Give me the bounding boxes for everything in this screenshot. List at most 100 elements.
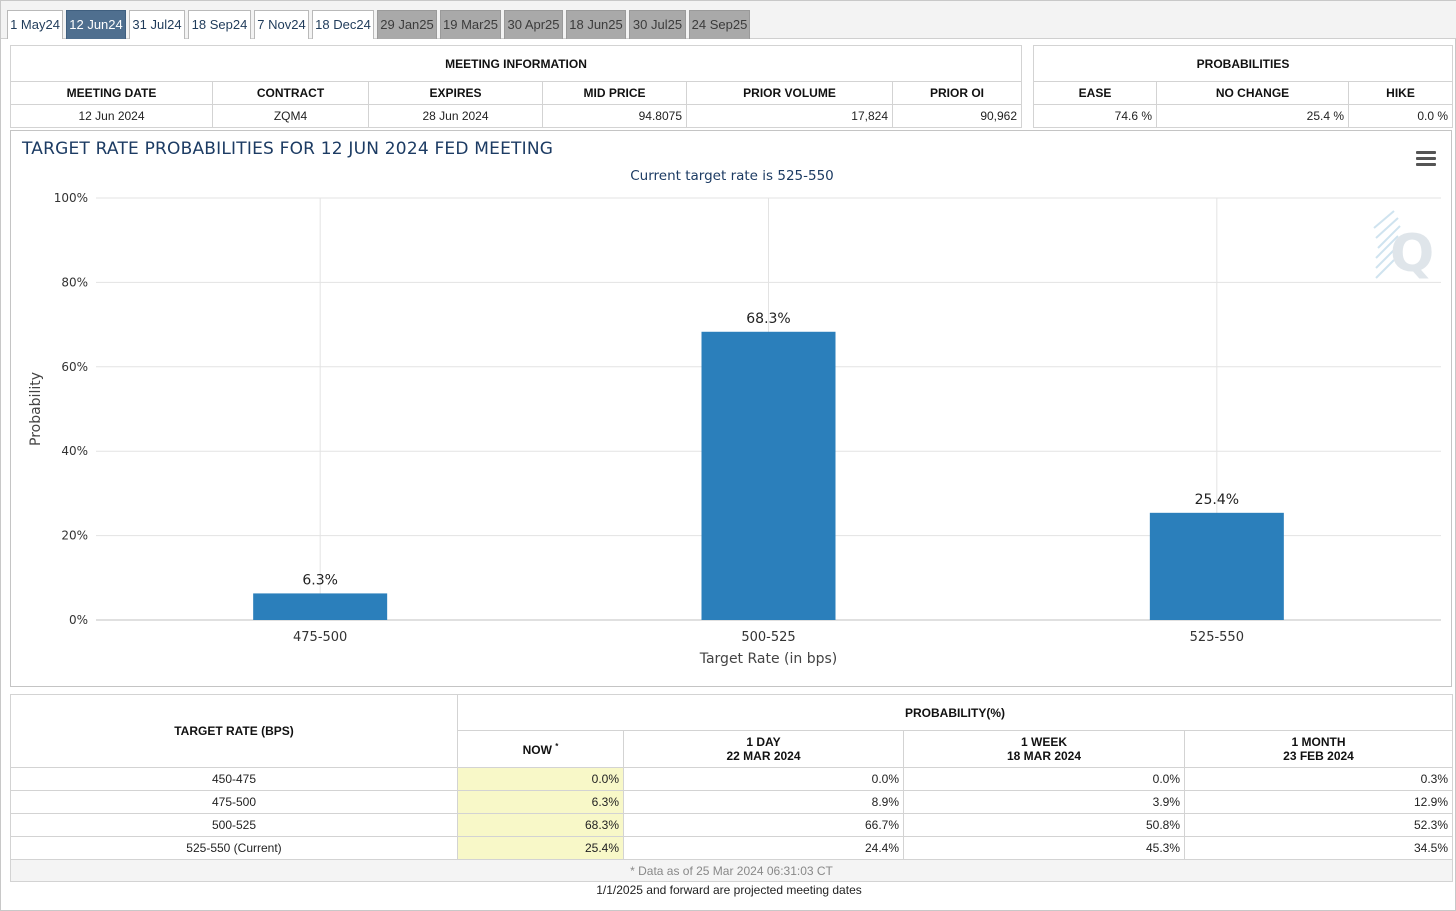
col-now: NOW * bbox=[457, 730, 624, 768]
table-row: 475-500 6.3% 8.9% 3.9% 12.9% bbox=[10, 790, 1453, 814]
col-1-week: 1 WEEK 18 MAR 2024 bbox=[903, 730, 1185, 768]
prior-oi-value: 90,962 bbox=[891, 104, 1023, 128]
no-change-value: 25.4 % bbox=[1156, 104, 1349, 128]
col-now-marker: * bbox=[555, 741, 559, 751]
one-week-cell: 50.8% bbox=[903, 813, 1185, 837]
chart-subtitle: Current target rate is 525-550 bbox=[630, 168, 834, 184]
y-tick-label: 60% bbox=[61, 360, 88, 374]
probability-heading: PROBABILITY(%) bbox=[457, 694, 1453, 731]
meeting-tabbar: 1 May24 12 Jun24 31 Jul24 18 Sep24 7 Nov… bbox=[1, 1, 1456, 39]
data-label: 68.3% bbox=[746, 311, 790, 327]
tab-meeting-11[interactable]: 24 Sep25 bbox=[689, 10, 750, 39]
y-tick-label: 100% bbox=[54, 191, 88, 205]
tab-meeting-7[interactable]: 19 Mar25 bbox=[440, 10, 501, 39]
col-mid-price: MID PRICE bbox=[542, 81, 687, 105]
col-meeting-date: MEETING DATE bbox=[10, 81, 213, 105]
y-tick-label: 0% bbox=[69, 613, 88, 627]
table-row: 525-550 (Current) 25.4% 24.4% 45.3% 34.5… bbox=[10, 836, 1453, 860]
one-month-cell: 0.3% bbox=[1184, 767, 1453, 791]
col-ease: EASE bbox=[1033, 81, 1157, 105]
probabilities-heading: PROBABILITIES bbox=[1033, 45, 1453, 82]
expires-value: 28 Jun 2024 bbox=[368, 104, 543, 128]
y-axis-title: Probability bbox=[28, 372, 44, 446]
col-prior-oi: PRIOR OI bbox=[891, 81, 1023, 105]
col-no-change: NO CHANGE bbox=[1156, 81, 1349, 105]
projected-dates-note: 1/1/2025 and forward are projected meeti… bbox=[596, 883, 862, 897]
mid-price-value: 94.8075 bbox=[542, 104, 687, 128]
col-now-label: NOW bbox=[522, 742, 552, 757]
x-tick-label: 525-550 bbox=[1190, 630, 1244, 645]
tab-meeting-6[interactable]: 29 Jan25 bbox=[377, 10, 437, 39]
one-month-cell: 34.5% bbox=[1184, 836, 1453, 860]
col-hike: HIKE bbox=[1348, 81, 1453, 105]
x-tick-label: 500-525 bbox=[741, 630, 795, 645]
col-1-month-date: 23 FEB 2024 bbox=[1283, 749, 1354, 763]
one-week-cell: 0.0% bbox=[903, 767, 1185, 791]
tab-meeting-10[interactable]: 30 Jul25 bbox=[629, 10, 686, 39]
probability-chart: 0% 20% 40% 60% 80% 100% 6.3% 475-500 68.3% 500-52… bbox=[28, 191, 1441, 667]
chart-title: TARGET RATE PROBABILITIES FOR 12 JUN 202… bbox=[22, 139, 554, 159]
meeting-date-value: 12 Jun 2024 bbox=[10, 104, 213, 128]
now-cell: 0.0% bbox=[457, 767, 624, 791]
y-tick-label: 20% bbox=[61, 529, 88, 543]
one-day-cell: 66.7% bbox=[623, 813, 904, 837]
probability-history-table: TARGET RATE (BPS) PROBABILITY(%) NOW * 1… bbox=[10, 694, 1453, 882]
rate-cell: 500-525 bbox=[10, 813, 458, 837]
tab-meeting-2[interactable]: 31 Jul24 bbox=[129, 10, 185, 39]
tab-meeting-4[interactable]: 7 Nov24 bbox=[254, 10, 309, 39]
bar-475-500 bbox=[253, 593, 388, 620]
tab-meeting-8[interactable]: 30 Apr25 bbox=[504, 10, 563, 39]
prior-volume-value: 17,824 bbox=[686, 104, 893, 128]
tab-meeting-3[interactable]: 18 Sep24 bbox=[188, 10, 251, 39]
y-tick-label: 80% bbox=[61, 275, 88, 289]
x-axis-title: Target Rate (in bps) bbox=[699, 651, 838, 667]
bar-525-550 bbox=[1149, 512, 1284, 620]
hike-value: 0.0 % bbox=[1348, 104, 1453, 128]
one-week-cell: 3.9% bbox=[903, 790, 1185, 814]
probabilities-table: PROBABILITIES EASE NO CHANGE HIKE 74.6 %… bbox=[1033, 45, 1453, 128]
now-cell: 6.3% bbox=[457, 790, 624, 814]
one-day-cell: 0.0% bbox=[623, 767, 904, 791]
meeting-info-heading: MEETING INFORMATION bbox=[9, 45, 1023, 82]
chart-panel: 0% 20% 40% 60% 80% 100% 6.3% 475-500 68.3% 500-52… bbox=[10, 130, 1452, 687]
col-contract: CONTRACT bbox=[212, 81, 369, 105]
data-timestamp-note: * Data as of 25 Mar 2024 06:31:03 CT bbox=[10, 859, 1453, 882]
meeting-info-table: MEETING INFORMATION MEETING DATE CONTRAC… bbox=[9, 45, 1023, 128]
col-1-month: 1 MONTH 23 FEB 2024 bbox=[1184, 730, 1453, 768]
col-1-day-label: 1 DAY bbox=[746, 735, 781, 749]
rate-cell: 525-550 (Current) bbox=[10, 836, 458, 860]
table-row: 450-475 0.0% 0.0% 0.0% 0.3% bbox=[10, 767, 1453, 791]
col-prior-volume: PRIOR VOLUME bbox=[686, 81, 893, 105]
col-1-week-date: 18 MAR 2024 bbox=[1006, 749, 1082, 763]
one-day-cell: 24.4% bbox=[623, 836, 904, 860]
col-1-day-date: 22 MAR 2024 bbox=[726, 749, 801, 763]
one-month-cell: 52.3% bbox=[1184, 813, 1453, 837]
now-cell: 68.3% bbox=[457, 813, 624, 837]
one-week-cell: 45.3% bbox=[903, 836, 1185, 860]
col-target-rate: TARGET RATE (BPS) bbox=[10, 694, 458, 768]
one-month-cell: 12.9% bbox=[1184, 790, 1453, 814]
now-cell: 25.4% bbox=[457, 836, 624, 860]
tab-meeting-0[interactable]: 1 May24 bbox=[7, 10, 63, 39]
data-label: 6.3% bbox=[302, 572, 338, 588]
tab-meeting-5[interactable]: 18 Dec24 bbox=[312, 10, 374, 39]
data-label: 25.4% bbox=[1195, 492, 1239, 508]
col-1-week-label: 1 WEEK bbox=[1020, 735, 1067, 749]
footnote-row: * Data as of 25 Mar 2024 06:31:03 CT bbox=[10, 859, 1453, 882]
y-tick-label: 40% bbox=[61, 444, 88, 458]
quikstrike-logo-icon: Q bbox=[1373, 210, 1434, 284]
one-day-cell: 8.9% bbox=[623, 790, 904, 814]
tab-meeting-9[interactable]: 18 Jun25 bbox=[566, 10, 626, 39]
x-tick-label: 475-500 bbox=[293, 630, 347, 645]
chart-menu-icon[interactable] bbox=[1416, 151, 1436, 167]
rate-cell: 450-475 bbox=[10, 767, 458, 791]
col-1-day: 1 DAY 22 MAR 2024 bbox=[623, 730, 904, 768]
bar-500-525 bbox=[701, 331, 836, 620]
tab-meeting-1[interactable]: 12 Jun24 bbox=[66, 10, 126, 39]
contract-value: ZQM4 bbox=[212, 104, 369, 128]
col-expires: EXPIRES bbox=[368, 81, 543, 105]
ease-value: 74.6 % bbox=[1033, 104, 1157, 128]
svg-text:Q: Q bbox=[1390, 224, 1434, 284]
table-row: 500-525 68.3% 66.7% 50.8% 52.3% bbox=[10, 813, 1453, 837]
